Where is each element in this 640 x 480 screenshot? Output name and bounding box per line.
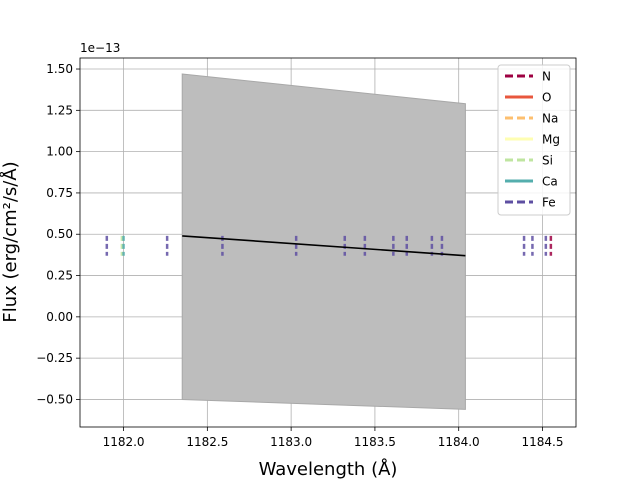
y-tick-label: 1.25 xyxy=(46,103,73,117)
y-axis-ticks: −0.50 −0.25 0.00 0.25 0.50 0.75 1.00 1.25 1.50 xyxy=(36,62,80,406)
y-tick-label: −0.50 xyxy=(36,392,73,406)
legend-label-ca: Ca xyxy=(542,175,558,189)
legend-entries: NO Na Mg Si Ca Fe xyxy=(505,70,560,210)
uncertainty-band-layer xyxy=(181,73,466,410)
y-tick-label: 1.00 xyxy=(46,145,73,159)
legend-label-mg: Mg xyxy=(542,133,560,147)
x-tick-label: 1182.5 xyxy=(186,435,228,449)
x-tick-label: 1184.5 xyxy=(521,435,563,449)
y-tick-label: −0.25 xyxy=(36,351,73,365)
legend-label-na: Na xyxy=(542,112,558,126)
legend-label-n: N xyxy=(542,70,551,84)
x-tick-label: 1183.0 xyxy=(270,435,312,449)
model-line xyxy=(182,235,466,257)
plot-frame xyxy=(79,57,577,428)
x-axis-label: Wavelength (Å) xyxy=(259,458,398,480)
x-tick-label: 1182.0 xyxy=(103,435,145,449)
uncertainty-band xyxy=(181,73,466,410)
y-offset-label: 1e−13 xyxy=(80,41,120,55)
legend-box xyxy=(497,64,571,216)
legend-label-o: O xyxy=(542,91,551,105)
y-axis-label: Flux (erg/cm²/s/Å) xyxy=(0,161,21,322)
line-markers xyxy=(105,235,553,256)
y-tick-label: 0.25 xyxy=(46,269,73,283)
model-line-layer xyxy=(182,235,466,257)
y-tick-label: 0.75 xyxy=(46,186,73,200)
legend: NO Na Mg Si Ca Fe xyxy=(497,64,571,216)
y-tick-label: 0.50 xyxy=(46,227,73,241)
y-tick-label: 0.00 xyxy=(46,310,73,324)
legend-label-fe: Fe xyxy=(542,196,556,210)
y-tick-label: 1.50 xyxy=(46,62,73,76)
x-axis-ticks: 1182.0 1182.5 1183.0 1183.5 1184.0 1184.5 xyxy=(103,427,563,449)
legend-label-si: Si xyxy=(542,154,553,168)
x-tick-label: 1184.0 xyxy=(438,435,480,449)
x-tick-label: 1183.5 xyxy=(354,435,396,449)
